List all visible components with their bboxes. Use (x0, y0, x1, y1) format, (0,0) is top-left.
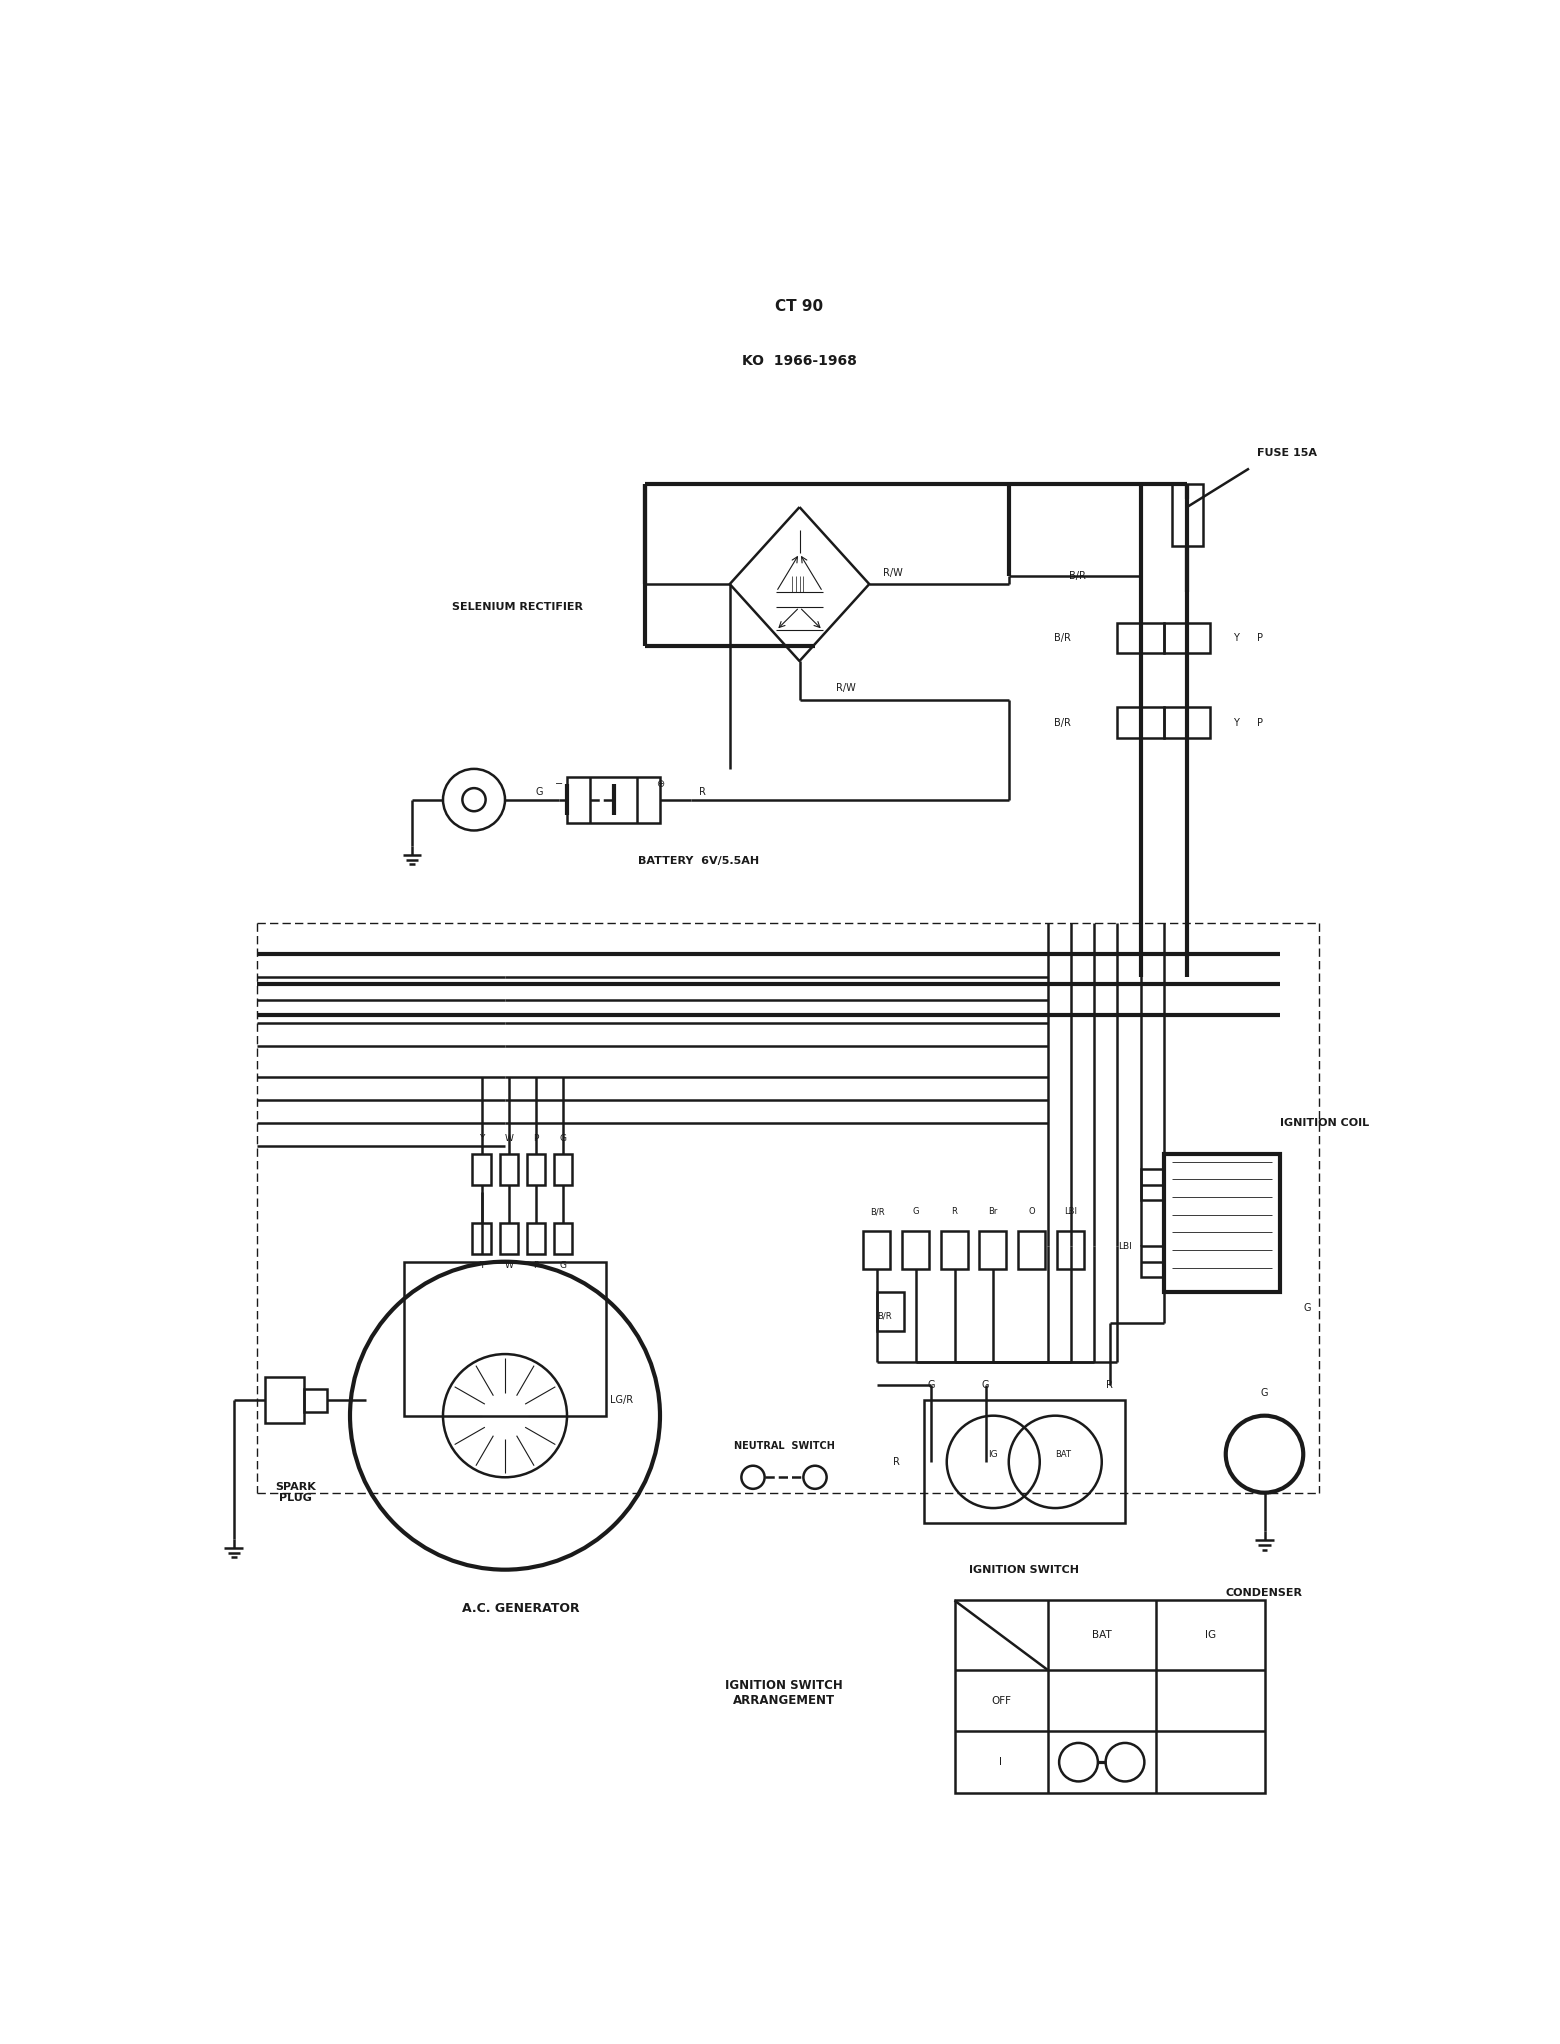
Text: BATTERY  6V/5.5AH: BATTERY 6V/5.5AH (638, 856, 760, 867)
Text: KO  1966-1968: KO 1966-1968 (743, 354, 856, 368)
Bar (1164, 1155, 1281, 1292)
Bar (499, 1222, 518, 1253)
Text: B/R: B/R (877, 1310, 892, 1320)
Text: R/W: R/W (883, 568, 902, 578)
Text: P: P (534, 1134, 538, 1143)
Text: P: P (1257, 634, 1262, 644)
Text: Y: Y (1234, 634, 1239, 644)
Bar (1140, 623, 1164, 654)
Text: LBI: LBI (1064, 1208, 1078, 1216)
Bar (902, 1230, 928, 1269)
Bar (1056, 1230, 1084, 1269)
Text: OFF: OFF (991, 1697, 1011, 1705)
Text: R: R (699, 787, 705, 797)
Text: BAT: BAT (1055, 1449, 1072, 1459)
Text: LBI: LBI (1119, 1243, 1133, 1251)
Text: IG: IG (1204, 1631, 1215, 1639)
Bar (1117, 707, 1140, 738)
Bar (1140, 1247, 1164, 1278)
Bar (1164, 707, 1187, 738)
Text: CONDENSER: CONDENSER (1226, 1588, 1303, 1598)
Text: IGNITION SWITCH: IGNITION SWITCH (969, 1564, 1080, 1574)
Text: NEUTRAL  SWITCH: NEUTRAL SWITCH (733, 1441, 835, 1451)
Bar (1187, 623, 1211, 654)
Bar (1187, 707, 1211, 738)
Text: B/R: B/R (869, 1208, 885, 1216)
Text: P: P (534, 1261, 538, 1269)
Text: R: R (894, 1457, 900, 1468)
Bar (1172, 484, 1203, 546)
Bar (980, 1230, 1006, 1269)
Bar (941, 1230, 967, 1269)
Bar (877, 1292, 905, 1331)
Text: LG/R: LG/R (610, 1396, 633, 1406)
Text: −: − (555, 779, 563, 789)
Text: R: R (1106, 1380, 1112, 1390)
Text: G: G (913, 1208, 919, 1216)
Text: W: W (504, 1134, 513, 1143)
Text: B/R: B/R (1069, 572, 1086, 580)
Text: G: G (560, 1261, 566, 1269)
Text: Y: Y (479, 1134, 485, 1143)
Text: G: G (537, 787, 543, 797)
Bar (566, 777, 660, 824)
Text: SELENIUM RECTIFIER: SELENIUM RECTIFIER (451, 603, 582, 613)
Text: G: G (981, 1380, 989, 1390)
Text: Y: Y (1234, 717, 1239, 728)
Text: CT 90: CT 90 (775, 298, 824, 315)
Bar (473, 1222, 491, 1253)
Bar (499, 1155, 518, 1186)
Bar (955, 1600, 1265, 1793)
Text: IGNITION COIL: IGNITION COIL (1281, 1118, 1370, 1128)
Bar (527, 1222, 546, 1253)
Text: Y: Y (479, 1261, 485, 1269)
Bar (554, 1155, 573, 1186)
Text: IG: IG (989, 1449, 998, 1459)
Text: R/W: R/W (836, 683, 856, 693)
Text: G: G (560, 1134, 566, 1143)
Text: G: G (1260, 1388, 1268, 1398)
Text: BAT: BAT (1092, 1631, 1112, 1639)
Text: O: O (1028, 1208, 1036, 1216)
Text: ⊕: ⊕ (655, 779, 665, 789)
Text: A.C. GENERATOR: A.C. GENERATOR (462, 1602, 579, 1615)
Bar (1164, 623, 1187, 654)
Text: IGNITION SWITCH
ARRANGEMENT: IGNITION SWITCH ARRANGEMENT (725, 1678, 842, 1707)
Text: FUSE 15A: FUSE 15A (1257, 448, 1317, 458)
Text: P: P (1257, 717, 1262, 728)
Bar (554, 1222, 573, 1253)
Bar (1140, 707, 1164, 738)
Bar (1140, 1169, 1164, 1200)
Bar (473, 1155, 491, 1186)
Bar (304, 1388, 326, 1412)
Bar (863, 1230, 891, 1269)
Bar (1019, 1230, 1045, 1269)
Bar (924, 1400, 1125, 1523)
Text: W: W (504, 1261, 513, 1269)
Text: SPARK
PLUG: SPARK PLUG (276, 1482, 317, 1504)
Text: I: I (1000, 1758, 1003, 1768)
Bar (265, 1378, 304, 1423)
Text: B/R: B/R (1055, 717, 1070, 728)
Text: G: G (1303, 1302, 1310, 1312)
Text: B/R: B/R (1055, 634, 1070, 644)
Text: Br: Br (989, 1208, 998, 1216)
Bar (527, 1155, 546, 1186)
Bar (1117, 623, 1140, 654)
Text: G: G (928, 1380, 934, 1390)
Text: R: R (952, 1208, 958, 1216)
Bar (404, 1261, 605, 1416)
